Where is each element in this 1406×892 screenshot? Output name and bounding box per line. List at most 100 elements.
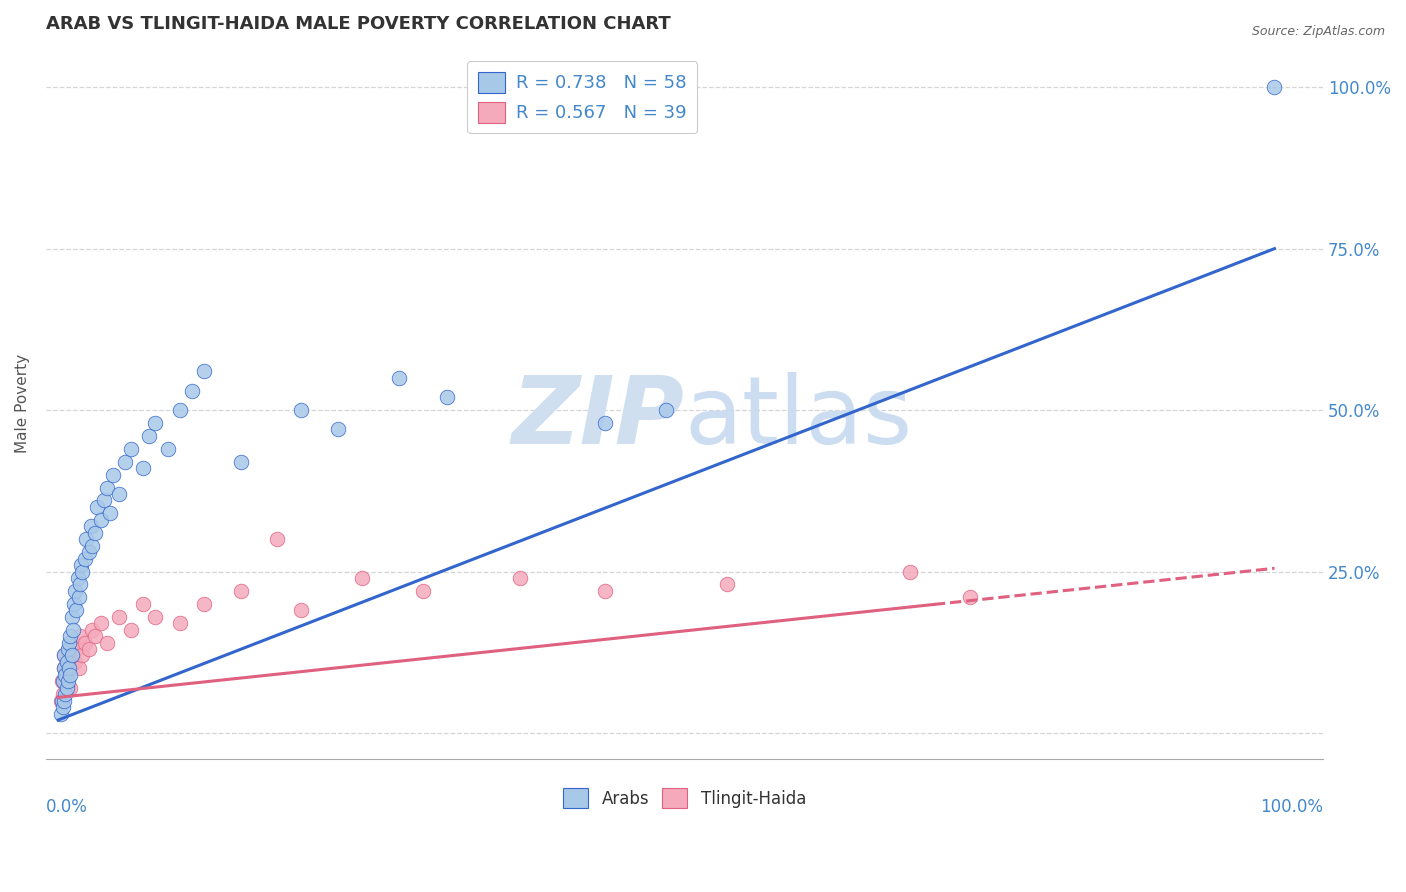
Point	[56, 655, 79, 669]
Text: atlas: atlas	[685, 372, 912, 464]
Point	[59, 681, 82, 695]
Point	[52, 687, 75, 701]
Point	[145, 609, 167, 624]
Point	[290, 603, 312, 617]
Point	[63, 597, 86, 611]
Point	[72, 565, 94, 579]
Point	[82, 623, 104, 637]
Point	[86, 500, 108, 514]
Point	[55, 681, 77, 695]
Point	[56, 642, 79, 657]
Point	[67, 591, 90, 605]
Point	[51, 674, 73, 689]
Point	[53, 661, 76, 675]
Point	[53, 648, 76, 663]
Point	[69, 629, 91, 643]
Point	[80, 519, 103, 533]
Point	[388, 371, 411, 385]
Point	[66, 571, 89, 585]
Point	[90, 513, 112, 527]
Point	[114, 455, 136, 469]
Point	[53, 693, 76, 707]
Point	[193, 364, 215, 378]
Point	[49, 706, 72, 721]
Point	[100, 507, 122, 521]
Point	[83, 525, 105, 540]
Point	[509, 571, 531, 585]
Point	[108, 609, 131, 624]
Point	[77, 642, 100, 657]
Text: 100.0%: 100.0%	[1260, 797, 1323, 816]
Point	[53, 661, 76, 675]
Point	[138, 429, 160, 443]
Text: ZIP: ZIP	[512, 372, 685, 464]
Point	[60, 648, 83, 663]
Point	[169, 403, 191, 417]
Point	[70, 558, 93, 572]
Point	[83, 629, 105, 643]
Point	[72, 648, 94, 663]
Point	[77, 545, 100, 559]
Point	[55, 668, 77, 682]
Point	[229, 583, 252, 598]
Point	[63, 583, 86, 598]
Point	[96, 635, 118, 649]
Point	[67, 661, 90, 675]
Point	[156, 442, 179, 456]
Point	[73, 551, 96, 566]
Point	[132, 597, 155, 611]
Point	[266, 533, 288, 547]
Point	[229, 455, 252, 469]
Point	[595, 416, 617, 430]
Point	[69, 577, 91, 591]
Point	[898, 565, 921, 579]
Point	[655, 403, 678, 417]
Point	[352, 571, 374, 585]
Point	[63, 655, 86, 669]
Point	[120, 442, 142, 456]
Point	[132, 461, 155, 475]
Point	[53, 648, 76, 663]
Point	[56, 674, 79, 689]
Point	[101, 467, 124, 482]
Point	[55, 674, 77, 689]
Point	[90, 616, 112, 631]
Point	[62, 623, 84, 637]
Point	[181, 384, 204, 398]
Point	[716, 577, 738, 591]
Point	[58, 635, 80, 649]
Text: 0.0%: 0.0%	[46, 797, 87, 816]
Point	[169, 616, 191, 631]
Y-axis label: Male Poverty: Male Poverty	[15, 354, 30, 453]
Point	[82, 539, 104, 553]
Point	[55, 687, 77, 701]
Point	[290, 403, 312, 417]
Point	[52, 674, 75, 689]
Point	[59, 629, 82, 643]
Point	[51, 693, 73, 707]
Point	[60, 609, 83, 624]
Point	[436, 390, 458, 404]
Point	[73, 635, 96, 649]
Point	[120, 623, 142, 637]
Point	[412, 583, 434, 598]
Point	[959, 591, 981, 605]
Point	[96, 481, 118, 495]
Point	[595, 583, 617, 598]
Point	[62, 635, 84, 649]
Point	[65, 603, 87, 617]
Point	[65, 642, 87, 657]
Point	[59, 668, 82, 682]
Point	[52, 700, 75, 714]
Point	[108, 487, 131, 501]
Point	[58, 661, 80, 675]
Point	[55, 655, 77, 669]
Point	[60, 648, 83, 663]
Text: Source: ZipAtlas.com: Source: ZipAtlas.com	[1251, 25, 1385, 38]
Point	[326, 422, 349, 436]
Point	[193, 597, 215, 611]
Legend: Arabs, Tlingit-Haida: Arabs, Tlingit-Haida	[557, 781, 813, 814]
Point	[58, 661, 80, 675]
Point	[93, 493, 115, 508]
Point	[75, 533, 97, 547]
